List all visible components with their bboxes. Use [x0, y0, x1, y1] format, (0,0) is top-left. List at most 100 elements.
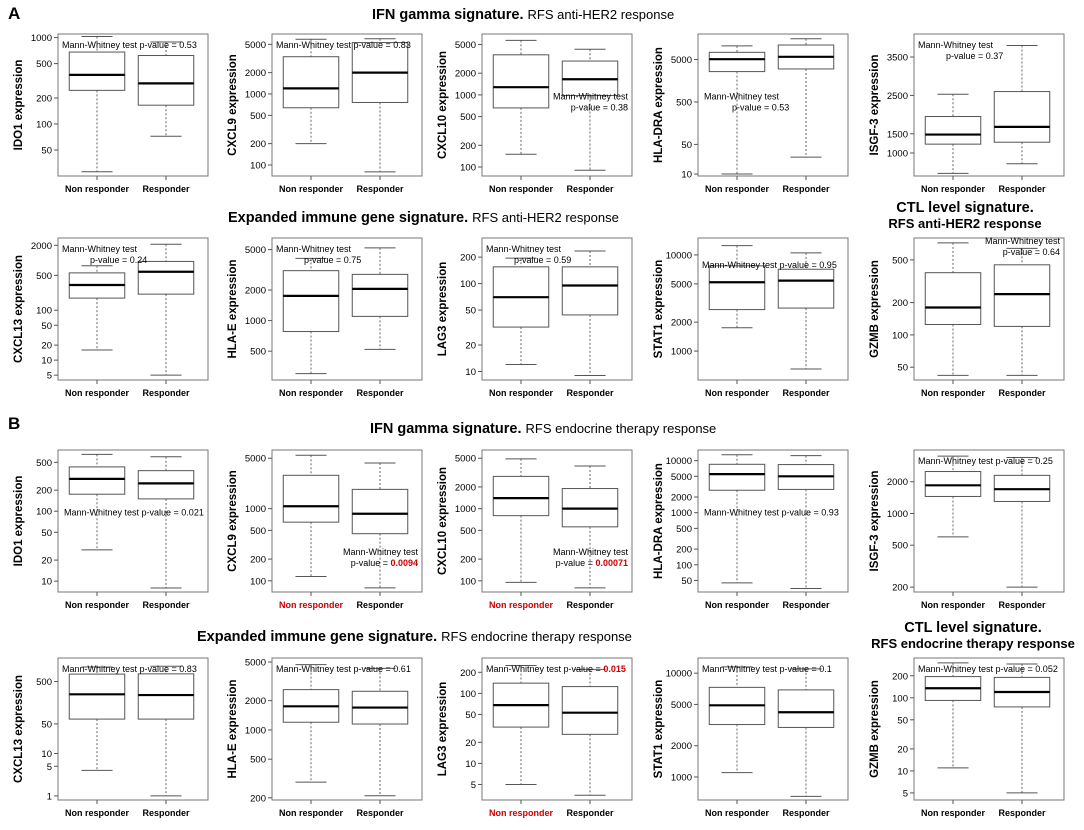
boxplot-b-gzmb: GZMB expression 5 10 20 50 100 200 Non responde…: [864, 652, 1069, 824]
y-tick-label: 50: [41, 719, 52, 730]
boxplot-svg: STAT1 expression 1000 2000 5000 10000 Non res…: [653, 237, 849, 398]
y-axis-label: STAT1 expression: [653, 260, 665, 359]
y-tick-label: 10: [465, 759, 476, 770]
boxplot-b-ido1: IDO1 expression 10 20 50 100 200 500 Non respon…: [8, 444, 213, 616]
y-tick-label: 100: [36, 306, 52, 317]
x-label-responder: Responder: [566, 184, 614, 194]
y-tick-label: 100: [892, 693, 908, 704]
boxplot-svg: CXCL9 expression 100 200 500 1000 2000 5000 Non…: [227, 33, 423, 194]
y-axis-label: CXCL10 expression: [437, 467, 449, 575]
y-tick-label: 10000: [666, 669, 692, 680]
pvalue-annotation-line2: p-value = 0.24: [90, 255, 147, 265]
boxplot-svg: HLA-DRA expression 50 100 200 500 1000 2000 500…: [653, 449, 849, 610]
x-label-responder: Responder: [566, 808, 614, 818]
row-title-b2: Expanded immune gene signature. RFS endo…: [197, 629, 632, 645]
y-tick-label: 100: [460, 576, 476, 587]
x-label-non-responder: Non responder: [65, 184, 130, 194]
boxplot-b-cxcl10: CXCL10 expression 100 200 500 1000 2000 5000 No…: [432, 444, 637, 616]
y-tick-label: 500: [36, 458, 52, 469]
row-title-a2-main: Expanded immune gene signature.: [228, 210, 469, 226]
row-title-b2-sub: RFS endocrine therapy response: [441, 629, 632, 644]
x-label-responder: Responder: [782, 600, 830, 610]
pvalue-label: Mann-Whitney test p-value =: [486, 664, 603, 674]
x-label-responder: Responder: [566, 600, 614, 610]
y-tick-label: 5000: [245, 454, 266, 465]
row-title-b1-main: IFN gamma signature.: [370, 421, 522, 437]
boxplot-svg: CXCL10 expression 100 200 500 1000 2000 5000 No…: [437, 33, 633, 194]
y-axis-label: CXCL13 expression: [13, 675, 25, 783]
y-tick-label: 5000: [671, 700, 692, 711]
y-axis-label: GZMB expression: [869, 260, 881, 358]
boxplot-svg: ISGF-3 expression 200 500 1000 2000 Non respo…: [869, 449, 1065, 610]
y-tick-label: 2500: [887, 91, 908, 102]
y-tick-label: 1000: [671, 347, 692, 358]
y-tick-label: 1000: [455, 90, 476, 101]
y-tick-label: 500: [250, 526, 266, 537]
box-non-responder: [282, 270, 340, 333]
ctl-title-b-sub: RFS endocrine therapy response: [871, 636, 1075, 651]
box-non-responder: [492, 54, 550, 109]
x-label-non-responder: Non responder: [921, 808, 986, 818]
x-label-non-responder: Non responder: [489, 184, 554, 194]
x-label-non-responder: Non responder: [279, 808, 344, 818]
row-title-a1-sub: RFS anti-HER2 response: [527, 7, 675, 22]
x-label-non-responder: Non responder: [489, 808, 554, 818]
y-axis-label: CXCL13 expression: [13, 255, 25, 363]
y-tick-label: 20: [41, 341, 52, 352]
y-tick-label: 20: [465, 738, 476, 749]
x-label-non-responder: Non responder: [921, 388, 986, 398]
boxplot-a-hla-dra: HLA-DRA expression 10 50 500 5000 Non respond…: [648, 28, 853, 200]
y-tick-label: 20: [465, 341, 476, 352]
x-label-non-responder: Non responder: [279, 388, 344, 398]
box-responder: [993, 91, 1051, 143]
y-tick-label: 200: [460, 668, 476, 679]
y-tick-label: 5000: [245, 658, 266, 669]
boxplot-svg: IDO1 expression 50 100 200 500 1000 Non respon…: [13, 33, 209, 194]
boxplot-a-hla-e: HLA-E expression 500 1000 2000 5000 Non respo…: [222, 232, 427, 404]
y-tick-label: 5: [471, 780, 476, 791]
y-tick-label: 500: [892, 541, 908, 552]
box-responder: [777, 689, 835, 728]
boxplot-svg: STAT1 expression 1000 2000 5000 10000 Non res…: [653, 657, 849, 818]
y-tick-label: 5000: [455, 40, 476, 51]
boxplot-svg: HLA-E expression 500 1000 2000 5000 Non respo…: [227, 237, 423, 398]
x-label-responder: Responder: [142, 600, 190, 610]
y-tick-label: 1000: [31, 33, 52, 44]
boxplot-svg: CXCL9 expression 100 200 500 1000 5000 Non res…: [227, 449, 423, 610]
pvalue-annotation-line1: Mann-Whitney test: [486, 244, 562, 254]
pvalue-annotation: Mann-Whitney test p-value = 0.83: [276, 40, 411, 50]
boxplot-svg: HLA-DRA expression 10 50 500 5000 Non respond…: [653, 33, 849, 194]
box-responder: [351, 273, 409, 317]
y-tick-label: 1000: [887, 509, 908, 520]
pvalue-annotation-line1: Mann-Whitney test: [276, 244, 352, 254]
y-tick-label: 50: [465, 306, 476, 317]
pvalue-annotation-line2: p-value = 0.37: [946, 51, 1003, 61]
y-axis-label: CXCL9 expression: [227, 470, 239, 572]
x-label-responder: Responder: [998, 808, 1046, 818]
row-title-a1: IFN gamma signature. RFS anti-HER2 respo…: [372, 7, 674, 23]
x-label-non-responder: Non responder: [65, 388, 130, 398]
row-title-a1-main: IFN gamma signature.: [372, 7, 524, 23]
y-tick-label: 1000: [245, 504, 266, 515]
y-axis-label: HLA-E expression: [227, 679, 239, 778]
y-tick-label: 1000: [671, 508, 692, 519]
plot-frame: [697, 237, 849, 381]
x-label-responder: Responder: [356, 388, 404, 398]
y-tick-label: 500: [250, 111, 266, 122]
x-label-responder: Responder: [356, 600, 404, 610]
y-tick-label: 200: [250, 555, 266, 566]
y-tick-label: 10: [897, 766, 908, 777]
y-tick-label: 1500: [887, 129, 908, 140]
pvalue-annotation-line2: p-value = 0.38: [571, 102, 628, 112]
x-label-responder: Responder: [782, 388, 830, 398]
x-label-responder: Responder: [356, 184, 404, 194]
x-label-non-responder: Non responder: [279, 184, 344, 194]
boxplot-b-isgf3: ISGF-3 expression 200 500 1000 2000 Non respo…: [864, 444, 1069, 616]
y-tick-label: 100: [36, 507, 52, 518]
y-tick-label: 500: [36, 271, 52, 282]
pvalue-significant: 0.0094: [390, 558, 418, 568]
y-tick-label: 100: [460, 279, 476, 290]
x-label-non-responder: Non responder: [279, 600, 344, 610]
box-responder: [137, 673, 195, 720]
y-tick-label: 5000: [671, 55, 692, 66]
